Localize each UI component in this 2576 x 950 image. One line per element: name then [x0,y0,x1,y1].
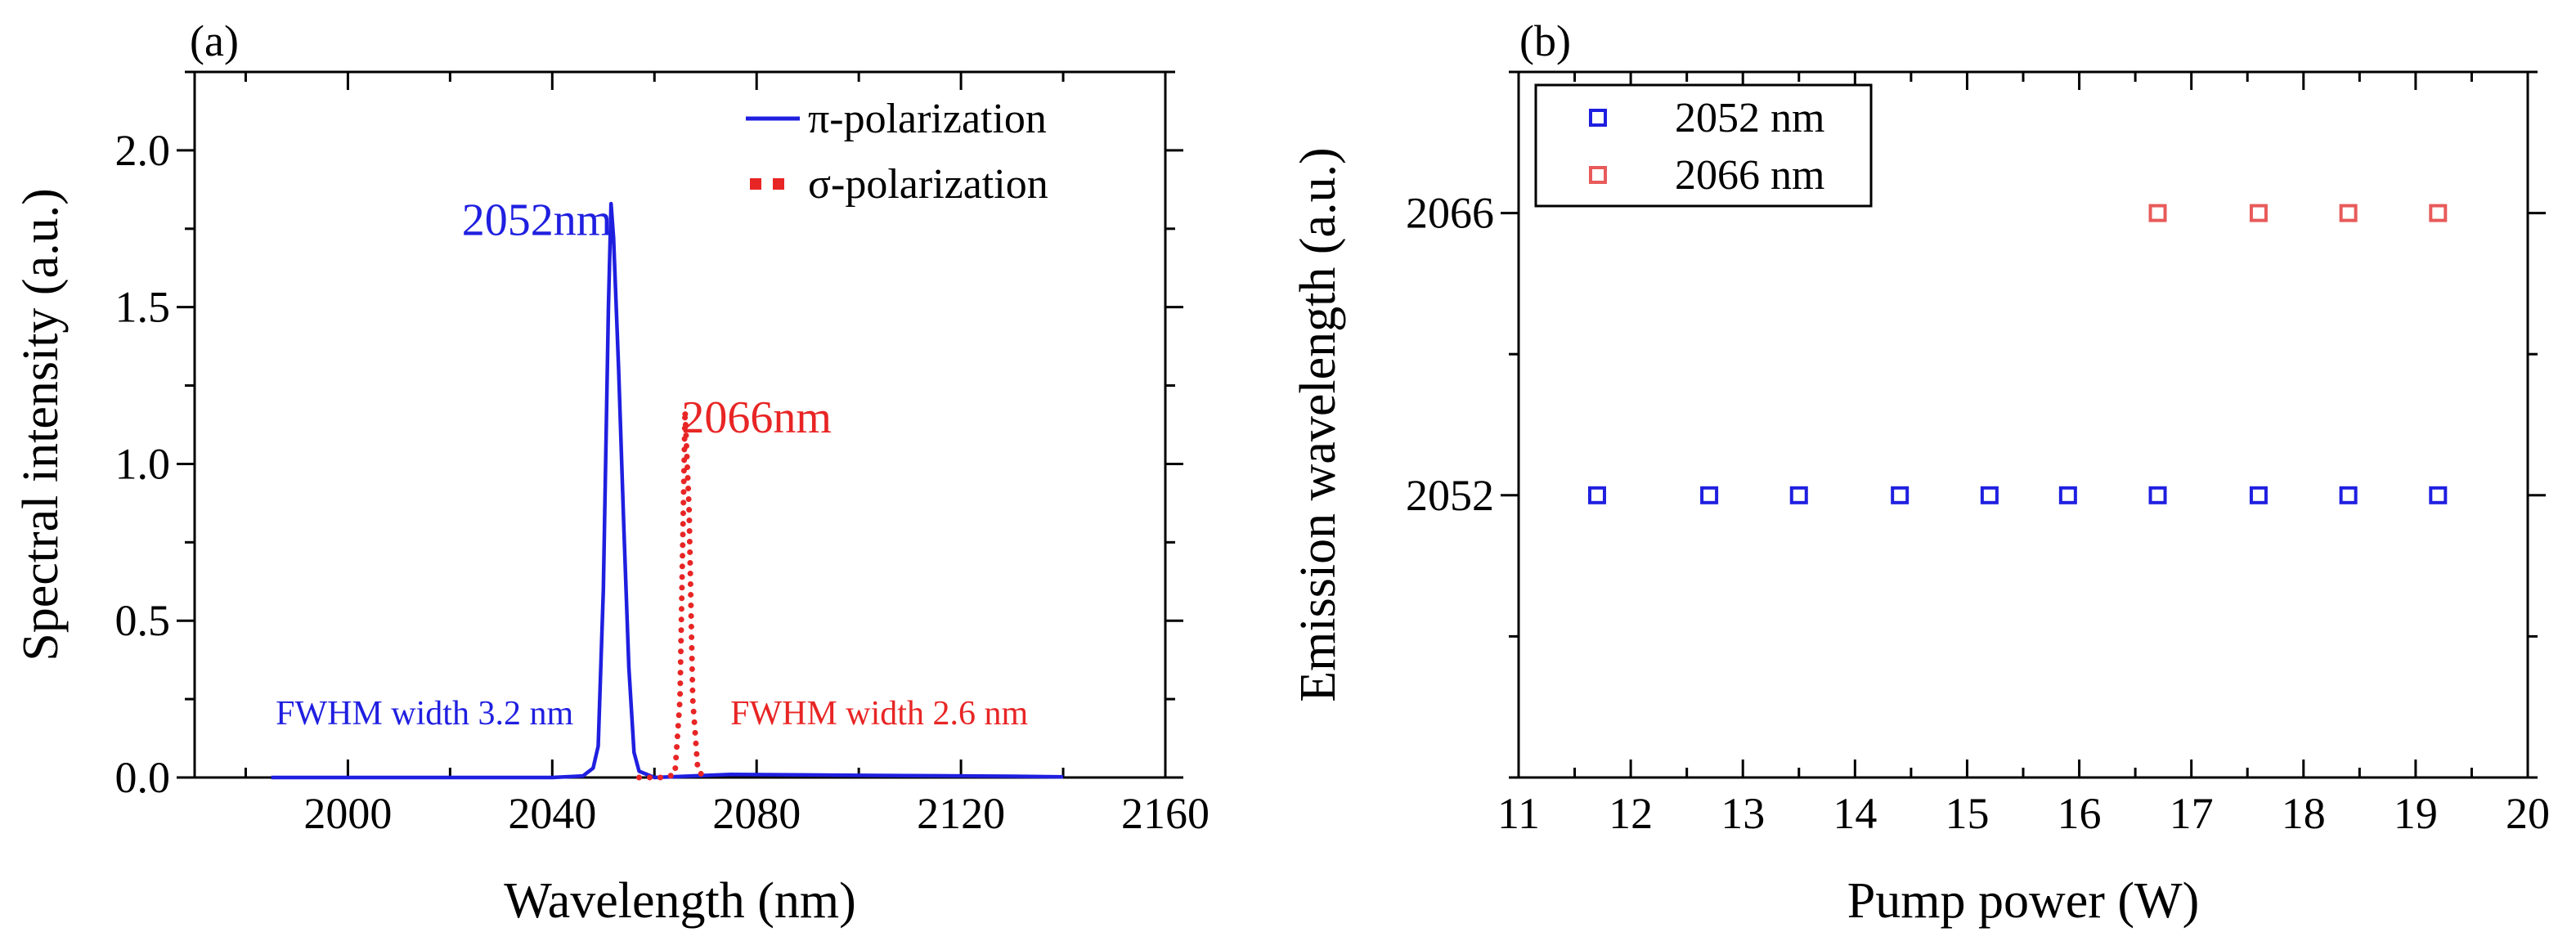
panel-b-x-tick-label: 20 [2506,789,2550,838]
panel-b-legend-swatch [1589,109,1607,127]
panel-a-annotations: 2052nm 2066nm FWHM width 3.2 nm FWHM width … [276,195,1028,732]
panel-a-series-line-0 [271,201,1064,780]
panel-b-x-tick-label: 18 [2282,789,2326,838]
panel-b-legend-label: 2066 nm [1675,152,1824,199]
panel-b-point-series-1 [2339,204,2358,222]
panel-a-annotation: FWHM width 3.2 nm [276,695,573,733]
panel-a-spectrum-chart: (a) 2000 2040 2080 2120 21600.00.51.01.52.0 … [13,16,1209,929]
panel-a-x-tick-label: 2040 [508,789,596,838]
panel-b-point-series-1 [2148,204,2167,222]
panel-b-wavelength-chart: (b) 11 12 13 14 15 16 17 18 19 20 2052 2066 2052 nm… [1290,16,2550,929]
panel-b-x-tick-label: 12 [1609,789,1653,838]
panel-a-x-tick-label: 2160 [1121,789,1209,838]
panel-b-point-series-0 [1891,486,1910,504]
panel-a-x-tick-label: 2000 [303,789,392,838]
panel-b-y-tick-label: 2066 [1406,189,1494,238]
panel-a-y-tick-label: 1.5 [115,283,171,332]
panel-b-legend: 2052 nm 2066 nm [1534,83,1873,208]
panel-a-y-tick-label: 0.5 [115,596,171,645]
panel-b-point-series-0 [1587,486,1606,504]
panel-a-ticks: 2000 2040 2080 2120 2160 0.0 0.5 1.0 1.5 2.0 [115,70,1209,838]
panel-b-x-tick-label: 19 [2394,789,2438,838]
panel-b-point-series-0 [1980,486,1999,504]
panel-a-y-tick-label: 1.0 [115,439,171,488]
panel-a-series-line-1 [636,410,709,781]
panel-b-series [1587,204,2448,504]
panel-a-y-tick-label: 0.0 [115,753,171,802]
panel-a-y-axis-title: Spectral intensity (a.u.) [13,188,69,661]
panel-b-point-series-0 [2249,486,2268,504]
panel-b-point-series-1 [2249,204,2268,222]
panel-b-label: (b) [1519,16,1571,65]
panel-b-x-tick-label: 13 [1721,789,1765,838]
panel-b-y-axis-title: Emission wavelength (a.u.) [1290,147,1346,701]
panel-a-x-axis-title: Wavelength (nm) [504,873,856,929]
panel-b-x-axis-title: Pump power (W) [1847,873,2199,929]
panel-b-ticks: 11 12 13 14 15 16 17 18 19 20 2052 2066 [1406,70,2550,838]
panel-a-series [271,201,1064,781]
panel-a-x-tick-label: 2120 [917,789,1005,838]
panel-b-point-series-1 [2429,204,2448,222]
panel-b-y-tick-label: 2052 [1406,471,1494,520]
panel-b-x-tick-label: 14 [1833,789,1877,838]
panel-b-legend-label: 2052 nm [1675,95,1824,141]
panel-b-x-tick-label: 11 [1497,789,1540,838]
panel-b-point-series-0 [1700,486,1719,504]
panel-b-point-series-0 [2429,486,2448,504]
panel-b-legend-swatch [1589,166,1607,184]
panel-a-annotation: 2052nm [462,195,613,245]
panel-b-x-tick-label: 17 [2170,789,2214,838]
panel-b-point-series-0 [2058,486,2077,504]
panel-a-x-tick-label: 2080 [712,789,801,838]
panel-b-point-series-0 [2148,486,2167,504]
panel-a-label: (a) [190,16,239,65]
panel-a-legend-label: π-polarization [808,96,1047,142]
panel-a-legend: π-polarization σ-polarization [746,96,1048,208]
panel-b-legend-box [1534,83,1873,208]
panel-a-annotation: FWHM width 2.6 nm [730,695,1028,733]
panel-b-x-tick-label: 16 [2058,789,2102,838]
panel-a-legend-label: σ-polarization [808,161,1048,208]
panel-b-point-series-0 [1789,486,1808,504]
panel-a-annotation: 2066nm [681,392,832,443]
panel-a-y-tick-label: 2.0 [115,126,171,175]
panel-b-point-series-0 [2339,486,2358,504]
panel-b-x-tick-label: 15 [1945,789,1989,838]
